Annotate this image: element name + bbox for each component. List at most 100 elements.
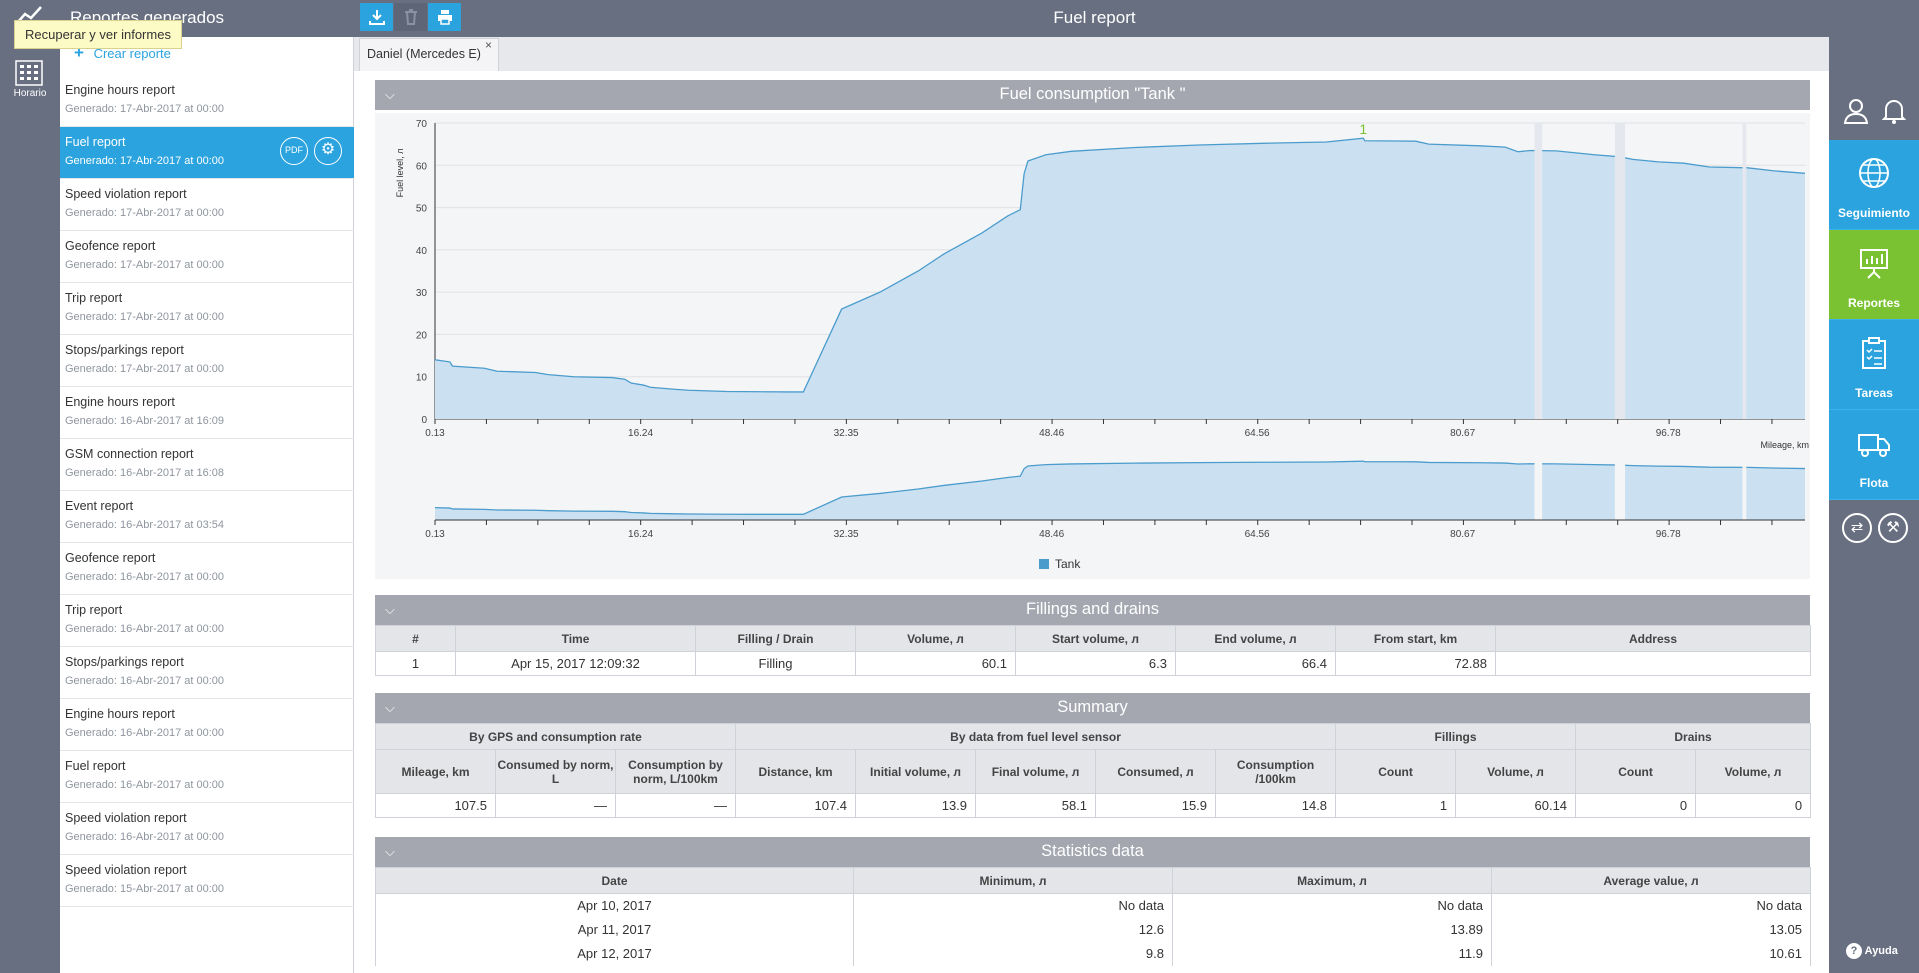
pdf-button[interactable]: PDF (280, 137, 308, 165)
user-icon[interactable] (1841, 98, 1871, 130)
y-tick-label: 10 (416, 373, 428, 384)
stats-header[interactable]: Maximum, л (1172, 867, 1492, 894)
report-list-item[interactable]: Stops/parkings report Generado: 17-Abr-20… (60, 335, 354, 387)
summary-header[interactable]: Initial volume, л (855, 749, 977, 794)
report-list-item[interactable]: Speed violation report Generado: 17-Abr-2… (60, 179, 354, 231)
tab-bar (354, 37, 1829, 71)
gear-icon[interactable]: ⚙ (314, 137, 342, 165)
report-list-item[interactable]: Speed violation report Generado: 15-Abr-2… (60, 855, 354, 907)
data-gap (1614, 458, 1626, 520)
summary-cell: 60.14 (1455, 793, 1577, 818)
fillings-header[interactable]: Filling / Drain (695, 625, 856, 652)
chevron-down-icon[interactable]: ⌵ (385, 700, 395, 715)
report-list-item[interactable]: GSM connection report Generado: 16-Abr-20… (60, 439, 354, 491)
x-tick-label: 96.78 (1656, 428, 1681, 439)
report-name: Geofence report (65, 239, 156, 253)
summary-header[interactable]: Consumed, л (1095, 749, 1217, 794)
create-report-button[interactable]: + Crear reporte (74, 43, 171, 63)
fillings-header[interactable]: # (375, 625, 456, 652)
summary-cell: 1 (1335, 793, 1457, 818)
report-name: Event report (65, 499, 134, 513)
fillings-header[interactable]: End volume, л (1175, 625, 1336, 652)
summary-header[interactable]: Consumption /100km (1215, 749, 1337, 794)
report-name: Fuel report (65, 135, 126, 149)
fillings-section-header[interactable]: ⌵ Fillings and drains (375, 595, 1810, 625)
report-list-item[interactable]: Engine hours report Generado: 16-Abr-2017… (60, 699, 354, 751)
report-list-item[interactable]: Trip report Generado: 16-Abr-2017 at 00:0… (60, 595, 354, 647)
legend-label: Tank (1055, 557, 1081, 571)
report-list-item[interactable]: Trip report Generado: 17-Abr-2017 at 00:0… (60, 283, 354, 335)
summary-header[interactable]: Consumed by norm, L (495, 749, 616, 794)
bell-icon[interactable] (1879, 98, 1909, 130)
chart-section-header[interactable]: ⌵ Fuel consumption "Tank " (375, 80, 1810, 110)
overview-x-tick-label: 48.46 (1039, 529, 1064, 540)
summary-header[interactable]: Consumption by norm, L/100km (614, 749, 737, 794)
stats-header[interactable]: Minimum, л (853, 867, 1173, 894)
chevron-down-icon[interactable]: ⌵ (385, 602, 395, 617)
report-list-item[interactable]: Fuel report Generado: 16-Abr-2017 at 00:0… (60, 751, 354, 803)
fillings-cell: 72.88 (1335, 651, 1496, 676)
report-list-item[interactable]: Geofence report Generado: 16-Abr-2017 at … (60, 543, 354, 595)
y-axis-label: Fuel level, л (395, 149, 405, 198)
summary-header[interactable]: Final volume, л (975, 749, 1097, 794)
summary-header[interactable]: Distance, km (735, 749, 857, 794)
nav-tareas[interactable]: Tareas (1829, 320, 1919, 410)
swap-icon[interactable]: ⇄ (1842, 513, 1872, 543)
report-name: Engine hours report (65, 395, 175, 409)
summary-group-header: By data from fuel level sensor (735, 723, 1337, 750)
report-list-item[interactable]: Fuel report Generado: 17-Abr-2017 at 00:0… (60, 127, 354, 179)
overview-x-tick-label: 64.56 (1245, 529, 1270, 540)
help-button[interactable]: ? Ayuda (1846, 943, 1898, 959)
chevron-down-icon[interactable]: ⌵ (385, 844, 395, 859)
print-button[interactable] (428, 3, 461, 31)
report-name: Geofence report (65, 551, 156, 565)
summary-header[interactable]: Volume, л (1455, 749, 1577, 794)
stats-header[interactable]: Average value, л (1491, 867, 1811, 894)
report-list-item[interactable]: Engine hours report Generado: 16-Abr-2017… (60, 387, 354, 439)
report-date: Generado: 17-Abr-2017 at 00:00 (65, 363, 225, 375)
stats-header[interactable]: Date (375, 867, 854, 894)
y-tick-label: 30 (416, 288, 428, 299)
summary-header[interactable]: Volume, л (1695, 749, 1812, 794)
summary-cell: 58.1 (975, 793, 1097, 818)
fillings-table: # Time Filling / Drain Volume, л Start volum… (375, 625, 1811, 676)
tab-close-icon[interactable]: × (485, 38, 493, 52)
report-list-item[interactable]: Speed violation report Generado: 16-Abr-2… (60, 803, 354, 855)
nav-label: Reportes (1847, 296, 1900, 310)
delete-button[interactable] (394, 3, 427, 31)
fillings-cell: 60.1 (855, 651, 1016, 676)
download-button[interactable] (360, 3, 393, 31)
summary-header[interactable]: Count (1575, 749, 1697, 794)
summary-header[interactable]: Count (1335, 749, 1457, 794)
chevron-down-icon[interactable]: ⌵ (385, 87, 395, 102)
wrench-icon[interactable]: ⚒ (1878, 513, 1908, 543)
fillings-header[interactable]: Address (1495, 625, 1811, 652)
fillings-header[interactable]: Start volume, л (1015, 625, 1176, 652)
fillings-header[interactable]: Time (455, 625, 696, 652)
fillings-header[interactable]: Volume, л (855, 625, 1016, 652)
fillings-cell (1495, 651, 1811, 676)
nav-reportes[interactable]: Reportes (1829, 230, 1919, 320)
report-list-item[interactable]: Event report Generado: 16-Abr-2017 at 03:… (60, 491, 354, 543)
report-list-item[interactable]: Stops/parkings report Generado: 16-Abr-20… (60, 647, 354, 699)
table-row[interactable]: 1 Apr 15, 2017 12:09:32 Filling 60.1 6.3 66.4… (375, 651, 1811, 676)
print-icon (437, 10, 452, 25)
nav-label: Flota (1859, 476, 1889, 490)
tank-area (435, 138, 1805, 420)
report-list-item[interactable]: Engine hours report Generado: 17-Abr-2017… (60, 75, 354, 127)
stats-section-header[interactable]: ⌵ Statistics data (375, 837, 1810, 867)
nav-seguimiento[interactable]: Seguimiento (1829, 140, 1919, 230)
stats-cell: Apr 10, 2017 (375, 893, 854, 918)
calendar-grid-icon[interactable] (15, 60, 43, 89)
nav-flota[interactable]: Flota (1829, 410, 1919, 500)
globe-icon (1829, 156, 1919, 196)
report-list-item[interactable]: Geofence report Generado: 17-Abr-2017 at … (60, 231, 354, 283)
chart-line-icon[interactable] (16, 4, 44, 32)
tab-daniel-mercedes[interactable]: Daniel (Mercedes E) (359, 38, 499, 71)
summary-section-header[interactable]: ⌵ Summary (375, 693, 1810, 723)
summary-cell: 0 (1695, 793, 1812, 818)
tank-line (434, 137, 1806, 393)
fillings-header[interactable]: From start, km (1335, 625, 1496, 652)
schedule-label[interactable]: Horario (13, 88, 47, 99)
summary-header[interactable]: Mileage, km (375, 749, 496, 794)
